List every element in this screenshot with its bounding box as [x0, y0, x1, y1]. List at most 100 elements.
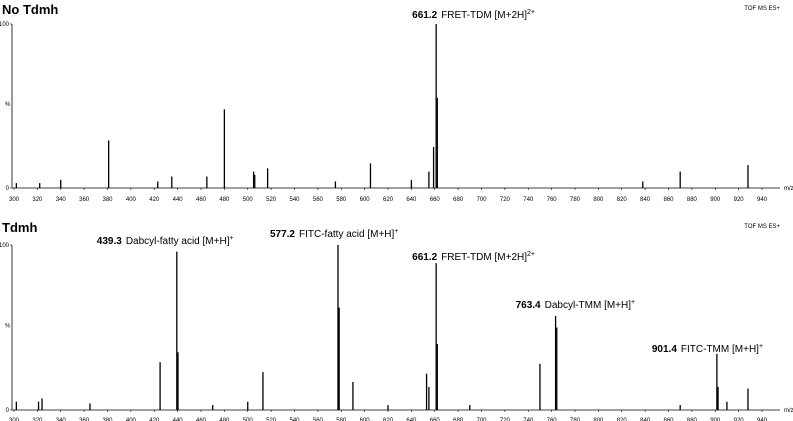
x-tick-label: 620 [383, 197, 394, 203]
x-tick-label: 720 [500, 418, 511, 421]
peak-annotation: 439.3 Dabcyl-fatty acid [M+H]+ [97, 235, 234, 247]
x-tick-label: 500 [243, 418, 254, 421]
peak-annotation: 763.4 Dabcyl-TMM [M+H]+ [516, 299, 636, 311]
x-axis-label: m/z [784, 408, 793, 414]
peak-annotation: 661.2 FRET-TDM [M+2H]2+ [412, 251, 535, 263]
x-tick-label: 940 [757, 197, 768, 203]
x-tick-label: 820 [617, 418, 628, 421]
x-tick-label: 780 [570, 418, 581, 421]
x-tick-label: 920 [734, 418, 745, 421]
x-tick-label: 600 [360, 197, 371, 203]
annotation-charge: + [394, 228, 398, 235]
x-tick-label: 500 [243, 197, 254, 203]
x-tick-label: 420 [149, 418, 160, 421]
x-tick-label: 700 [476, 418, 487, 421]
x-tick-label: 680 [453, 197, 464, 203]
x-tick-label: 760 [547, 197, 558, 203]
x-tick-label: 440 [173, 418, 184, 421]
annotation-mz: 661.2 [412, 252, 437, 263]
chart-title: Tdmh [2, 220, 37, 235]
x-tick-label: 780 [570, 197, 581, 203]
annotation-text: FITC-TMM [M+H] [681, 344, 759, 355]
x-tick-label: 400 [126, 197, 137, 203]
x-tick-label: 620 [383, 418, 394, 421]
x-tick-label: 720 [500, 197, 511, 203]
x-tick-label: 920 [734, 197, 745, 203]
peak-annotation: 901.4 FITC-TMM [M+H]+ [652, 343, 763, 355]
x-tick-label: 540 [289, 197, 300, 203]
y-tick-label: 0 [6, 408, 10, 414]
x-tick-label: 880 [687, 418, 698, 421]
y-tick-label: 100 [0, 22, 10, 28]
x-tick-label: 800 [593, 418, 604, 421]
x-tick-label: 700 [476, 197, 487, 203]
annotation-charge: + [759, 343, 763, 350]
annotation-mz: 661.2 [412, 10, 437, 21]
x-tick-label: 740 [523, 197, 534, 203]
x-tick-label: 320 [32, 418, 43, 421]
x-tick-label: 320 [32, 197, 43, 203]
x-tick-label: 840 [640, 418, 651, 421]
peak-annotation: 577.2 FITC-fatty acid [M+H]+ [270, 228, 398, 240]
x-tick-label: 440 [173, 197, 184, 203]
x-tick-label: 560 [313, 418, 324, 421]
x-tick-label: 340 [56, 197, 67, 203]
annotation-text: FITC-fatty acid [M+H] [299, 229, 395, 240]
y-axis-label: % [5, 102, 11, 108]
annotation-charge: + [631, 299, 635, 306]
chart-subtitle: TOF MS ES+ [744, 224, 780, 230]
x-tick-label: 840 [640, 197, 651, 203]
x-tick-label: 580 [336, 418, 347, 421]
x-tick-label: 640 [406, 418, 417, 421]
annotation-mz: 577.2 [270, 229, 295, 240]
x-tick-label: 580 [336, 197, 347, 203]
x-tick-label: 300 [9, 197, 20, 203]
x-tick-label: 480 [219, 418, 230, 421]
x-tick-label: 300 [9, 418, 20, 421]
annotation-charge: 2+ [527, 251, 535, 258]
x-tick-label: 740 [523, 418, 534, 421]
x-tick-label: 480 [219, 197, 230, 203]
x-tick-label: 660 [430, 418, 441, 421]
x-tick-label: 760 [547, 418, 558, 421]
y-tick-label: 0 [6, 186, 10, 192]
annotation-text: FRET-TDM [M+2H] [441, 10, 527, 21]
x-tick-label: 420 [149, 197, 160, 203]
annotation-text: Dabcyl-fatty acid [M+H] [126, 236, 230, 247]
annotation-text: Dabcyl-TMM [M+H] [545, 300, 632, 311]
x-tick-label: 520 [266, 418, 277, 421]
x-tick-label: 460 [196, 197, 207, 203]
x-tick-label: 900 [710, 197, 721, 203]
x-tick-label: 360 [79, 197, 90, 203]
x-tick-label: 340 [56, 418, 67, 421]
x-tick-label: 860 [663, 197, 674, 203]
x-tick-label: 360 [79, 418, 90, 421]
y-axis-label: % [5, 324, 11, 330]
chart-title: No Tdmh [2, 2, 58, 17]
annotation-charge: + [229, 235, 233, 242]
x-tick-label: 600 [360, 418, 371, 421]
x-tick-label: 940 [757, 418, 768, 421]
x-tick-label: 540 [289, 418, 300, 421]
annotation-mz: 901.4 [652, 344, 677, 355]
x-tick-label: 380 [102, 197, 113, 203]
x-tick-label: 380 [102, 418, 113, 421]
x-axis-label: m/z [784, 186, 793, 192]
annotation-mz: 439.3 [97, 236, 122, 247]
x-tick-label: 800 [593, 197, 604, 203]
x-tick-label: 520 [266, 197, 277, 203]
x-tick-label: 560 [313, 197, 324, 203]
annotation-mz: 763.4 [516, 300, 541, 311]
x-tick-label: 900 [710, 418, 721, 421]
y-tick-label: 100 [0, 243, 10, 249]
x-tick-label: 400 [126, 418, 137, 421]
x-tick-label: 820 [617, 197, 628, 203]
x-tick-label: 460 [196, 418, 207, 421]
x-tick-label: 860 [663, 418, 674, 421]
x-tick-label: 880 [687, 197, 698, 203]
x-tick-label: 680 [453, 418, 464, 421]
x-tick-label: 640 [406, 197, 417, 203]
x-tick-label: 660 [430, 197, 441, 203]
chart-subtitle: TOF MS ES+ [744, 6, 780, 12]
